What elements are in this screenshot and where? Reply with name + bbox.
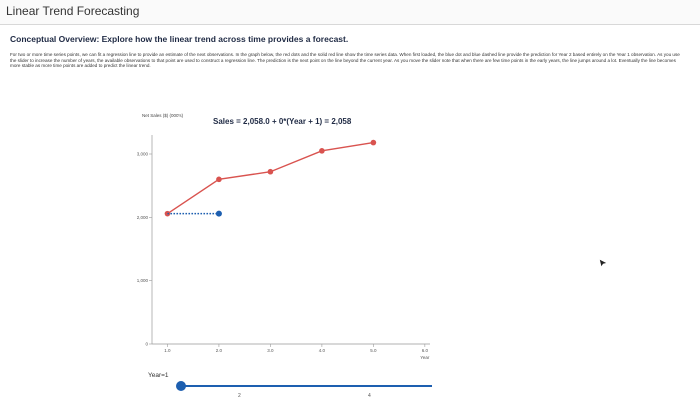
x-tick-label: 6.0 xyxy=(422,348,429,353)
x-axis-title: Year xyxy=(420,355,430,360)
x-tick-label: 1.0 xyxy=(164,348,171,353)
y-tick-label: 3,000 xyxy=(137,152,149,157)
sales-data-point xyxy=(216,176,222,183)
x-tick-label: 2.0 xyxy=(216,348,223,353)
year-slider-track[interactable] xyxy=(180,385,432,387)
y-axis-title: Net Sales ($) (000's) xyxy=(142,113,184,118)
slider-tick-label: 2 xyxy=(238,393,241,399)
sales-data-point xyxy=(267,168,274,175)
window-title: Linear Trend Forecasting xyxy=(6,4,140,18)
slider-label: Year=1 xyxy=(148,372,169,379)
x-tick-label: 3.0 xyxy=(267,348,274,353)
x-tick-label: 4.0 xyxy=(319,348,326,353)
x-tick-label: 5.0 xyxy=(370,348,377,353)
sales-data-point xyxy=(319,148,325,154)
overview-title: Conceptual Overview: Explore how the lin… xyxy=(10,34,349,44)
slider-tick-label: 4 xyxy=(368,393,371,399)
window-title-bar: Linear Trend Forecasting xyxy=(0,0,700,25)
y-tick-label: 2,000 xyxy=(137,215,149,220)
y-tick-label: 1,000 xyxy=(137,278,149,283)
y-tick-label: 0 xyxy=(145,342,148,347)
prediction-point xyxy=(215,210,222,217)
sales-data-point xyxy=(370,139,377,146)
regression-equation: Sales = 2,058.0 + 0*(Year + 1) = 2,058 xyxy=(213,117,352,126)
overview-paragraph: For two or more time series points, we c… xyxy=(10,52,680,69)
year-slider-thumb[interactable] xyxy=(176,381,186,391)
sales-series-line xyxy=(167,141,374,215)
mouse-cursor-icon xyxy=(599,259,607,267)
